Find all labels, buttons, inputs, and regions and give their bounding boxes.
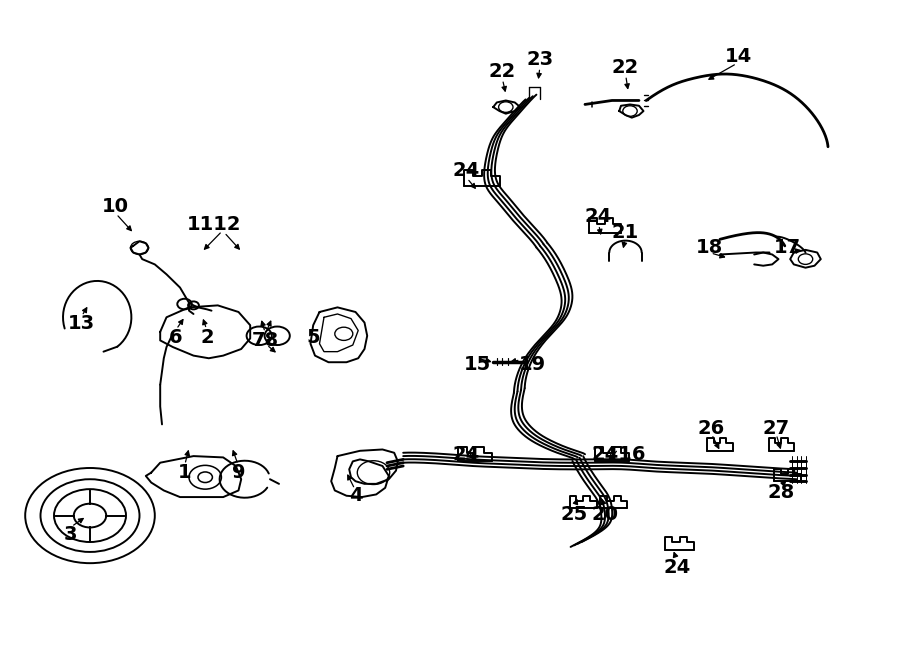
- Text: 24: 24: [585, 208, 612, 226]
- Text: 4: 4: [348, 486, 363, 505]
- Text: 2: 2: [200, 328, 214, 346]
- Text: 2416: 2416: [592, 446, 646, 464]
- Text: 19: 19: [519, 356, 546, 374]
- Text: 22: 22: [489, 62, 516, 81]
- Text: 3: 3: [63, 525, 77, 543]
- Text: 24: 24: [453, 161, 480, 180]
- Text: 23: 23: [526, 50, 554, 69]
- Text: 6: 6: [168, 328, 183, 346]
- Text: 10: 10: [102, 197, 129, 215]
- Text: 25: 25: [561, 505, 588, 524]
- Text: 5: 5: [306, 328, 320, 346]
- Text: 24: 24: [663, 558, 690, 576]
- Text: 13: 13: [68, 315, 94, 333]
- Text: 14: 14: [724, 47, 751, 65]
- Text: 1112: 1112: [187, 215, 241, 234]
- Text: 26: 26: [698, 419, 724, 438]
- Text: 17: 17: [774, 239, 801, 257]
- Text: 15: 15: [464, 356, 490, 374]
- Text: 22: 22: [612, 58, 639, 77]
- Text: 21: 21: [612, 223, 639, 242]
- Text: 9: 9: [232, 463, 245, 482]
- Text: 27: 27: [762, 419, 789, 438]
- Text: 28: 28: [768, 483, 795, 502]
- Text: 78: 78: [252, 331, 279, 350]
- Text: 18: 18: [696, 239, 723, 257]
- Text: 1: 1: [177, 463, 192, 482]
- Text: 24: 24: [453, 446, 480, 464]
- Text: 20: 20: [591, 505, 618, 524]
